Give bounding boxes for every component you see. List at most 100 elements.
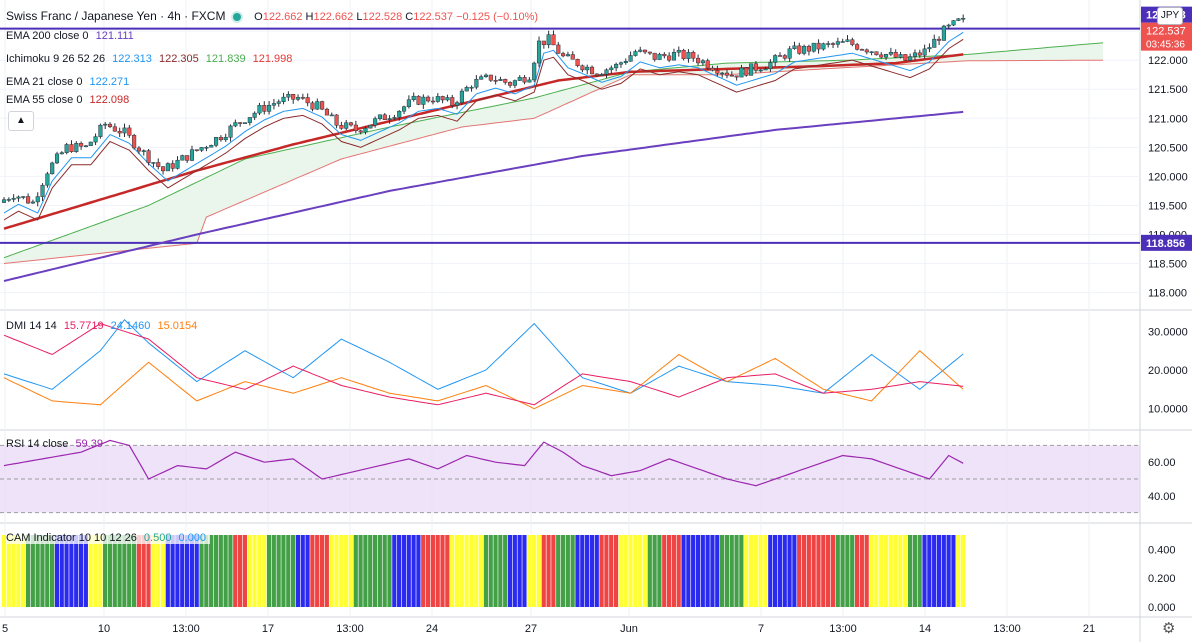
cam-bar	[941, 535, 946, 607]
cam-bar	[777, 535, 783, 607]
cam-bar	[54, 535, 60, 607]
legend-ema200-label: EMA 200 close 0	[6, 30, 89, 42]
cam-bar	[175, 535, 180, 607]
candle-body	[426, 96, 431, 102]
candle-body	[681, 49, 686, 59]
cam-bar	[671, 535, 676, 607]
cam-bar	[585, 535, 590, 607]
candle-body	[11, 197, 16, 200]
open-value: 122.662	[262, 11, 303, 23]
candle-body	[859, 49, 865, 51]
cam-bar	[189, 535, 194, 607]
candle-body	[840, 41, 845, 43]
rsi-tick-label: 40.00	[1148, 491, 1176, 503]
currency-button[interactable]: JPY	[1157, 7, 1183, 25]
candle-body	[180, 155, 185, 161]
candle-body	[517, 77, 522, 81]
price-tick-label: 121.000	[1148, 113, 1188, 125]
candle-body	[291, 94, 296, 100]
cam-bar	[382, 535, 387, 607]
cam-bar	[127, 535, 132, 607]
legend-dmi[interactable]: DMI 14 14 15.7719 24.1460 15.0154	[6, 320, 201, 332]
candle-body	[961, 17, 966, 20]
legend-cam[interactable]: CAM Indicator 10 10 12 26 0.500 0.000	[6, 532, 211, 544]
candle-body	[281, 96, 286, 102]
candle-body	[508, 82, 513, 86]
x-tick-label: 10	[98, 623, 110, 635]
candle-body	[358, 130, 363, 133]
cam-bar	[348, 535, 354, 607]
cam-bar	[589, 535, 595, 607]
chart-header: Swiss Franc / Japanese Yen · 4h · FXCM O…	[6, 9, 539, 23]
legend-ichimoku[interactable]: Ichimoku 9 26 52 26 122.313 122.305 121.…	[6, 53, 296, 65]
cam-bar	[35, 535, 40, 607]
candle-body	[647, 51, 652, 54]
candle-body	[686, 52, 691, 59]
cam-bar	[107, 535, 113, 607]
legend-rsi[interactable]: RSI 14 close 59.39	[6, 438, 107, 450]
candle-body	[59, 152, 64, 155]
candle-body	[112, 126, 117, 132]
candle-body	[363, 127, 368, 133]
candle-body	[295, 97, 301, 100]
candle-body	[575, 59, 580, 67]
legend-ema200[interactable]: EMA 200 close 0 121.111	[6, 30, 138, 42]
cam-bar	[194, 535, 199, 607]
cam-bar	[951, 535, 956, 607]
cam-bar	[406, 535, 411, 607]
cam-bar	[237, 535, 243, 607]
candle-body	[329, 114, 334, 117]
cam-bar	[98, 535, 103, 607]
cam-bar	[503, 535, 508, 607]
legend-ema21[interactable]: EMA 21 close 0 122.271	[6, 76, 133, 88]
candle-body	[710, 67, 715, 71]
candle-body	[744, 67, 749, 76]
candle-body	[488, 74, 493, 81]
cam-bar	[11, 535, 16, 607]
candle-body	[430, 100, 436, 103]
rsi-line	[3, 439, 964, 487]
cam-tick-label: 0.000	[1148, 602, 1176, 614]
candle-body	[580, 65, 585, 71]
cam-bar	[180, 535, 185, 607]
cam-bar	[358, 535, 363, 607]
cam-bar	[546, 535, 551, 607]
cam-bar	[565, 535, 570, 607]
x-tick-label: 21	[1083, 623, 1095, 635]
candle-body	[218, 137, 223, 141]
cam-bar	[903, 535, 908, 607]
candle-body	[382, 114, 387, 120]
cam-bar	[946, 535, 951, 607]
candle-body	[455, 102, 460, 106]
cam-bar	[474, 535, 479, 607]
candle-body	[643, 49, 648, 53]
cam-bar	[869, 535, 874, 607]
candle-body	[132, 135, 137, 149]
candle-body	[21, 196, 26, 198]
candle-body	[493, 80, 498, 82]
legend-cam-v2: 0.000	[178, 532, 207, 544]
cam-bar	[257, 535, 262, 607]
cam-bar	[40, 535, 45, 607]
cam-bar	[425, 535, 431, 607]
candle-body	[941, 25, 946, 41]
cam-bar	[421, 535, 426, 607]
gear-icon[interactable]: ⚙	[1162, 620, 1176, 637]
cam-bar	[300, 535, 305, 607]
collapse-legend-button[interactable]: ▲	[8, 111, 34, 131]
legend-ema55[interactable]: EMA 55 close 0 122.098	[6, 94, 133, 106]
legend-ichimoku-label: Ichimoku 9 26 52 26	[6, 53, 106, 65]
cam-bar	[156, 535, 161, 607]
cam-bar	[960, 535, 966, 607]
candle-body	[411, 95, 416, 100]
candle-body	[951, 20, 956, 26]
candle-body	[753, 63, 758, 71]
candle-body	[474, 79, 479, 88]
candle-body	[884, 54, 889, 58]
candle-body	[339, 125, 344, 129]
cam-bar	[377, 535, 382, 607]
x-tick-label: 24	[426, 623, 438, 635]
cam-bar	[700, 535, 705, 607]
cam-bar	[806, 535, 811, 607]
candle-body	[777, 55, 783, 57]
